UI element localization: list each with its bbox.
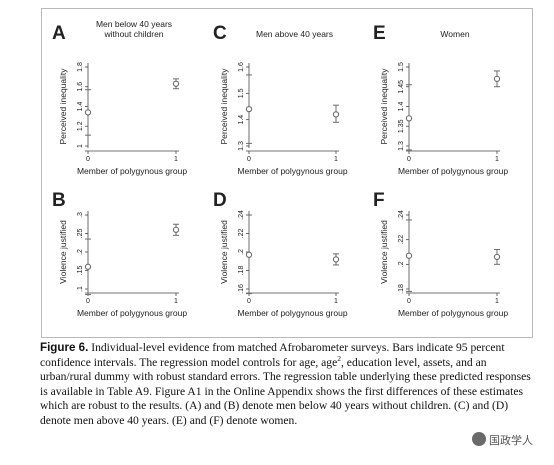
y-tick-label: 1.4 bbox=[398, 102, 405, 112]
data-point bbox=[245, 251, 253, 258]
y-tick-label: 1.4 bbox=[238, 115, 245, 125]
data-point bbox=[172, 226, 180, 233]
y-tick-label: .24 bbox=[398, 210, 405, 220]
x-axis-label: Member of polygynous group bbox=[398, 166, 508, 176]
y-axis-label: Violence justified bbox=[58, 220, 68, 284]
panel-title: Men below 40 years without children bbox=[96, 19, 172, 39]
panel-a: A Men below 40 years without children 1 1.2 1… bbox=[52, 19, 187, 176]
panel-letter: E bbox=[373, 23, 386, 44]
figure-caption: Figure 6. Individual-level evidence from… bbox=[40, 341, 540, 429]
data-point bbox=[332, 111, 340, 118]
y-tick-label: 1.6 bbox=[238, 62, 245, 72]
y-tick-label: 1.35 bbox=[398, 119, 405, 133]
x-tick-label: 0 bbox=[247, 298, 251, 305]
panel-title-line: Men above 40 years bbox=[256, 29, 333, 39]
y-tick-label: 1 bbox=[77, 144, 84, 148]
panel-title: Men above 40 years bbox=[256, 29, 333, 39]
y-tick-label: 1.3 bbox=[398, 141, 405, 151]
x-axis-label: Member of polygynous group bbox=[77, 308, 187, 318]
y-axis-label: Violence justified bbox=[379, 220, 389, 284]
y-tick-label: .2 bbox=[77, 249, 84, 255]
y-tick-label: .16 bbox=[238, 284, 245, 294]
x-tick-label: 0 bbox=[407, 298, 411, 305]
y-axis-label: Perceived inequality bbox=[379, 68, 389, 145]
caption-text-2: , education level, assets, and an urban/… bbox=[40, 355, 531, 427]
y-axis-label: Perceived inequality bbox=[219, 68, 229, 145]
y-axis-label: Violence justified bbox=[219, 220, 229, 284]
caption-superscript: 2 bbox=[337, 353, 341, 363]
data-point bbox=[493, 253, 501, 261]
y-tick-label: 1.4 bbox=[77, 102, 84, 112]
x-axis-label: Member of polygynous group bbox=[398, 308, 508, 318]
data-point bbox=[245, 105, 253, 113]
panel-e: E Women 1.3 1.35 1.4 1.45 1.5 Perceived inequal… bbox=[373, 23, 508, 176]
y-tick-label: .3 bbox=[77, 212, 84, 218]
data-point bbox=[405, 115, 413, 122]
y-tick-label: 1.2 bbox=[77, 121, 84, 131]
data-point bbox=[332, 256, 340, 263]
y-tick-label: .18 bbox=[238, 266, 245, 276]
y-tick-label: .15 bbox=[77, 266, 84, 276]
y-tick-label: .22 bbox=[398, 235, 405, 245]
panel-letter: F bbox=[373, 190, 385, 211]
panel-title-line: Men below 40 years bbox=[96, 19, 172, 29]
data-point bbox=[84, 263, 92, 270]
x-axis-label: Member of polygynous group bbox=[77, 166, 187, 176]
data-point bbox=[405, 252, 413, 259]
x-tick-label: 1 bbox=[174, 156, 178, 163]
y-tick-label: .2 bbox=[238, 249, 245, 255]
panel-title: Women bbox=[440, 29, 469, 39]
watermark-text: 国政学人 bbox=[489, 435, 533, 447]
y-tick-label: 1.6 bbox=[77, 82, 84, 92]
data-point bbox=[493, 75, 501, 82]
x-tick-label: 1 bbox=[495, 298, 499, 305]
x-tick-label: 1 bbox=[495, 156, 499, 163]
caption-label: Figure 6. bbox=[40, 341, 89, 354]
y-tick-label: .25 bbox=[77, 229, 84, 239]
y-axis-label: Perceived inequality bbox=[58, 68, 68, 145]
y-tick-label: .24 bbox=[238, 210, 245, 220]
caption-text-1: Individual-level evidence from matched A… bbox=[40, 341, 505, 369]
data-point bbox=[84, 109, 92, 116]
x-axis-label: Member of polygynous group bbox=[237, 308, 347, 318]
x-tick-label: 1 bbox=[334, 298, 338, 305]
data-point bbox=[172, 80, 180, 87]
x-tick-label: 0 bbox=[86, 156, 90, 163]
y-tick-label: .22 bbox=[238, 229, 245, 239]
panel-d: D .16 .18 .2 .22 .24 Violence justified 0 1 Membe… bbox=[213, 190, 348, 318]
y-tick-label: 1.5 bbox=[398, 62, 405, 72]
panel-title-line: without children bbox=[103, 29, 163, 39]
figure-frame: A Men below 40 years without children 1 1.2 1… bbox=[41, 8, 533, 338]
panel-title-line: Women bbox=[440, 29, 469, 39]
panel-letter: D bbox=[213, 190, 227, 211]
panel-c: C Men above 40 years 1.3 1.4 1.5 1.6 Perceived… bbox=[213, 23, 348, 176]
x-tick-label: 1 bbox=[174, 298, 178, 305]
x-tick-label: 1 bbox=[334, 156, 338, 163]
y-tick-label: .1 bbox=[77, 286, 84, 292]
wechat-logo-icon bbox=[472, 432, 486, 446]
y-tick-label: 1.5 bbox=[238, 88, 245, 98]
x-tick-label: 0 bbox=[86, 298, 90, 305]
y-tick-label: .18 bbox=[398, 284, 405, 294]
y-tick-label: .2 bbox=[398, 261, 405, 267]
x-tick-label: 0 bbox=[247, 156, 251, 163]
panel-letter: C bbox=[213, 23, 227, 44]
y-tick-label: 1.8 bbox=[77, 62, 84, 72]
watermark: 国政学人 bbox=[470, 430, 546, 448]
y-tick-label: 1.45 bbox=[398, 80, 405, 94]
figure-panels: A Men below 40 years without children11.21… bbox=[52, 19, 508, 318]
panel-letter: A bbox=[52, 23, 66, 44]
panel-f: F .18 .2 .22 .24 Violence justified 0 1 Member o… bbox=[373, 190, 508, 318]
panel-letter: B bbox=[52, 190, 66, 211]
x-axis-label: Member of polygynous group bbox=[237, 166, 347, 176]
x-tick-label: 0 bbox=[407, 156, 411, 163]
panel-b: B .1 .15 .2 .25 .3 Violence justified 0 1 Member … bbox=[52, 190, 187, 318]
y-tick-label: 1.3 bbox=[238, 141, 245, 151]
